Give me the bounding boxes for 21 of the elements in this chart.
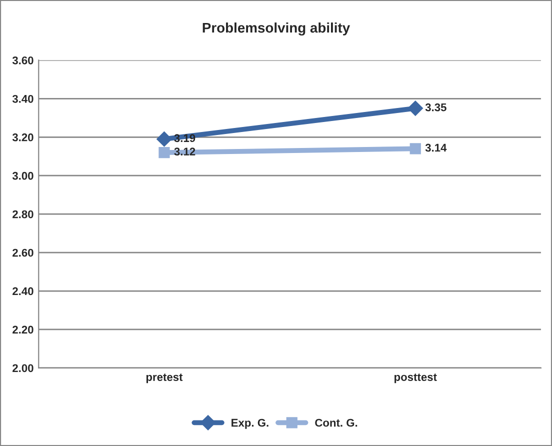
x-tick-label: posttest xyxy=(394,374,437,384)
y-tick-label: 3.00 xyxy=(12,172,34,180)
point xyxy=(410,143,421,154)
y-tick-label: 2.60 xyxy=(12,248,34,257)
y-tick-label: 2.80 xyxy=(12,210,34,218)
y-tick-label: 3.60 xyxy=(12,56,34,64)
y-tick-label: 3.20 xyxy=(12,133,34,142)
y-tick-label: 3.40 xyxy=(12,94,34,103)
point xyxy=(408,100,423,116)
legend-label: Exp. G. xyxy=(232,418,268,429)
data-label: 3.35 xyxy=(425,103,446,112)
data-label: 3.12 xyxy=(174,148,196,156)
chart-title: Problemsolving ability xyxy=(202,22,350,36)
point xyxy=(158,146,170,158)
y-tick-label: 2.20 xyxy=(12,326,34,334)
point xyxy=(156,132,172,147)
y-tick-label: 2.40 xyxy=(12,287,34,296)
legend-label: Cont. G. xyxy=(315,418,358,427)
x-tick-label: pretest xyxy=(146,374,183,384)
y-tick-label: 2.00 xyxy=(12,364,34,372)
data-label: 3.14 xyxy=(425,144,447,152)
